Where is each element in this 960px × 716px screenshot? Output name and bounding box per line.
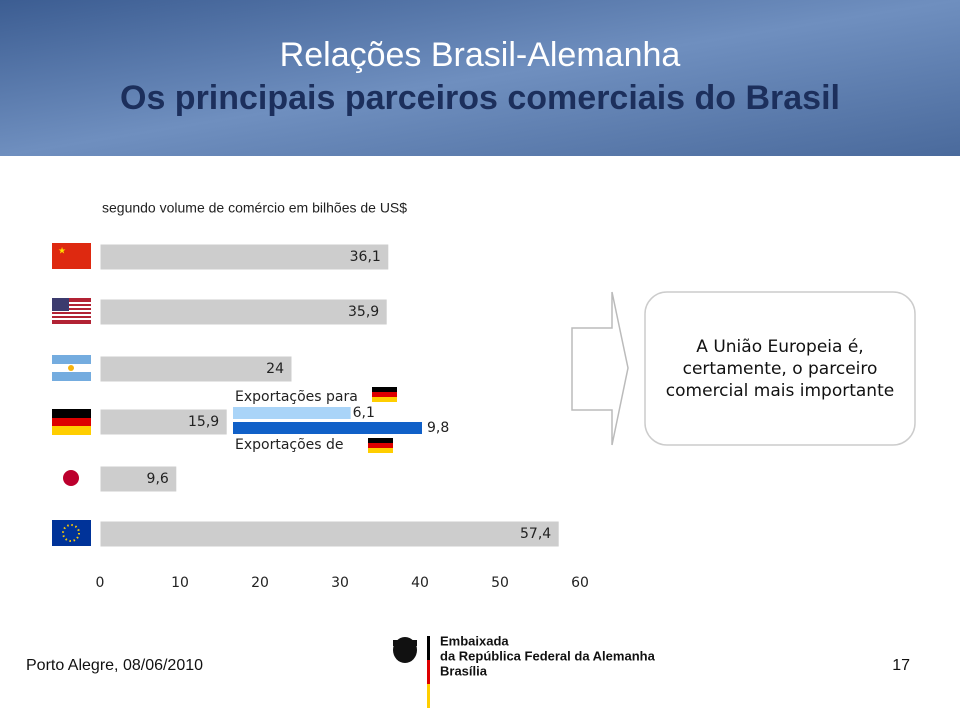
logo-bar [427, 660, 430, 684]
slide-title: Relações Brasil-Alemanha [280, 36, 681, 74]
value-label: 35,9 [348, 304, 379, 320]
x-tick-label: 10 [171, 575, 189, 591]
eagle [393, 637, 417, 663]
x-tick-label: 60 [571, 575, 589, 591]
x-tick-label: 40 [411, 575, 429, 591]
logo-text: da República Federal da Alemanha [440, 648, 656, 663]
bar [99, 465, 178, 493]
value-label: 9,8 [427, 420, 449, 436]
svg-text:★: ★ [58, 245, 66, 255]
callout-text: A União Europeia é, [696, 337, 863, 357]
logo-bar [427, 636, 430, 660]
bar [99, 355, 293, 383]
value-label: 36,1 [350, 249, 381, 265]
value-label: 24 [266, 361, 284, 377]
inset-bar [233, 407, 351, 419]
arrow [571, 291, 629, 446]
flags: ★ [52, 243, 397, 546]
legend-label: Exportações para [235, 389, 358, 405]
legend-label: Exportações de [235, 437, 344, 453]
chart-title: segundo volume de comércio em bilhões de… [102, 200, 407, 216]
logo-text: Embaixada [440, 633, 509, 648]
x-tick-label: 50 [491, 575, 509, 591]
header [0, 0, 960, 156]
footer-left: Porto Alegre, 08/06/2010 [26, 657, 203, 674]
logo-bar [427, 684, 430, 708]
bar [99, 243, 390, 271]
value-label: 15,9 [188, 414, 219, 430]
x-tick-label: 30 [331, 575, 349, 591]
x-tick-label: 20 [251, 575, 269, 591]
bar [99, 408, 228, 436]
value-label: 57,4 [520, 526, 551, 542]
callout-text: comercial mais importante [666, 381, 894, 401]
page-number: 17 [892, 657, 910, 674]
slide-subtitle: Os principais parceiros comerciais do Br… [120, 79, 840, 117]
bar [99, 298, 388, 326]
x-tick-label: 0 [96, 575, 105, 591]
value-label: 9,6 [147, 471, 169, 487]
logo-text: Brasília [440, 663, 488, 678]
callout-box [644, 291, 916, 446]
inset-bar [233, 422, 422, 434]
value-label: 6,1 [353, 405, 375, 421]
bar [99, 520, 560, 548]
callout-text: certamente, o parceiro [683, 359, 878, 379]
